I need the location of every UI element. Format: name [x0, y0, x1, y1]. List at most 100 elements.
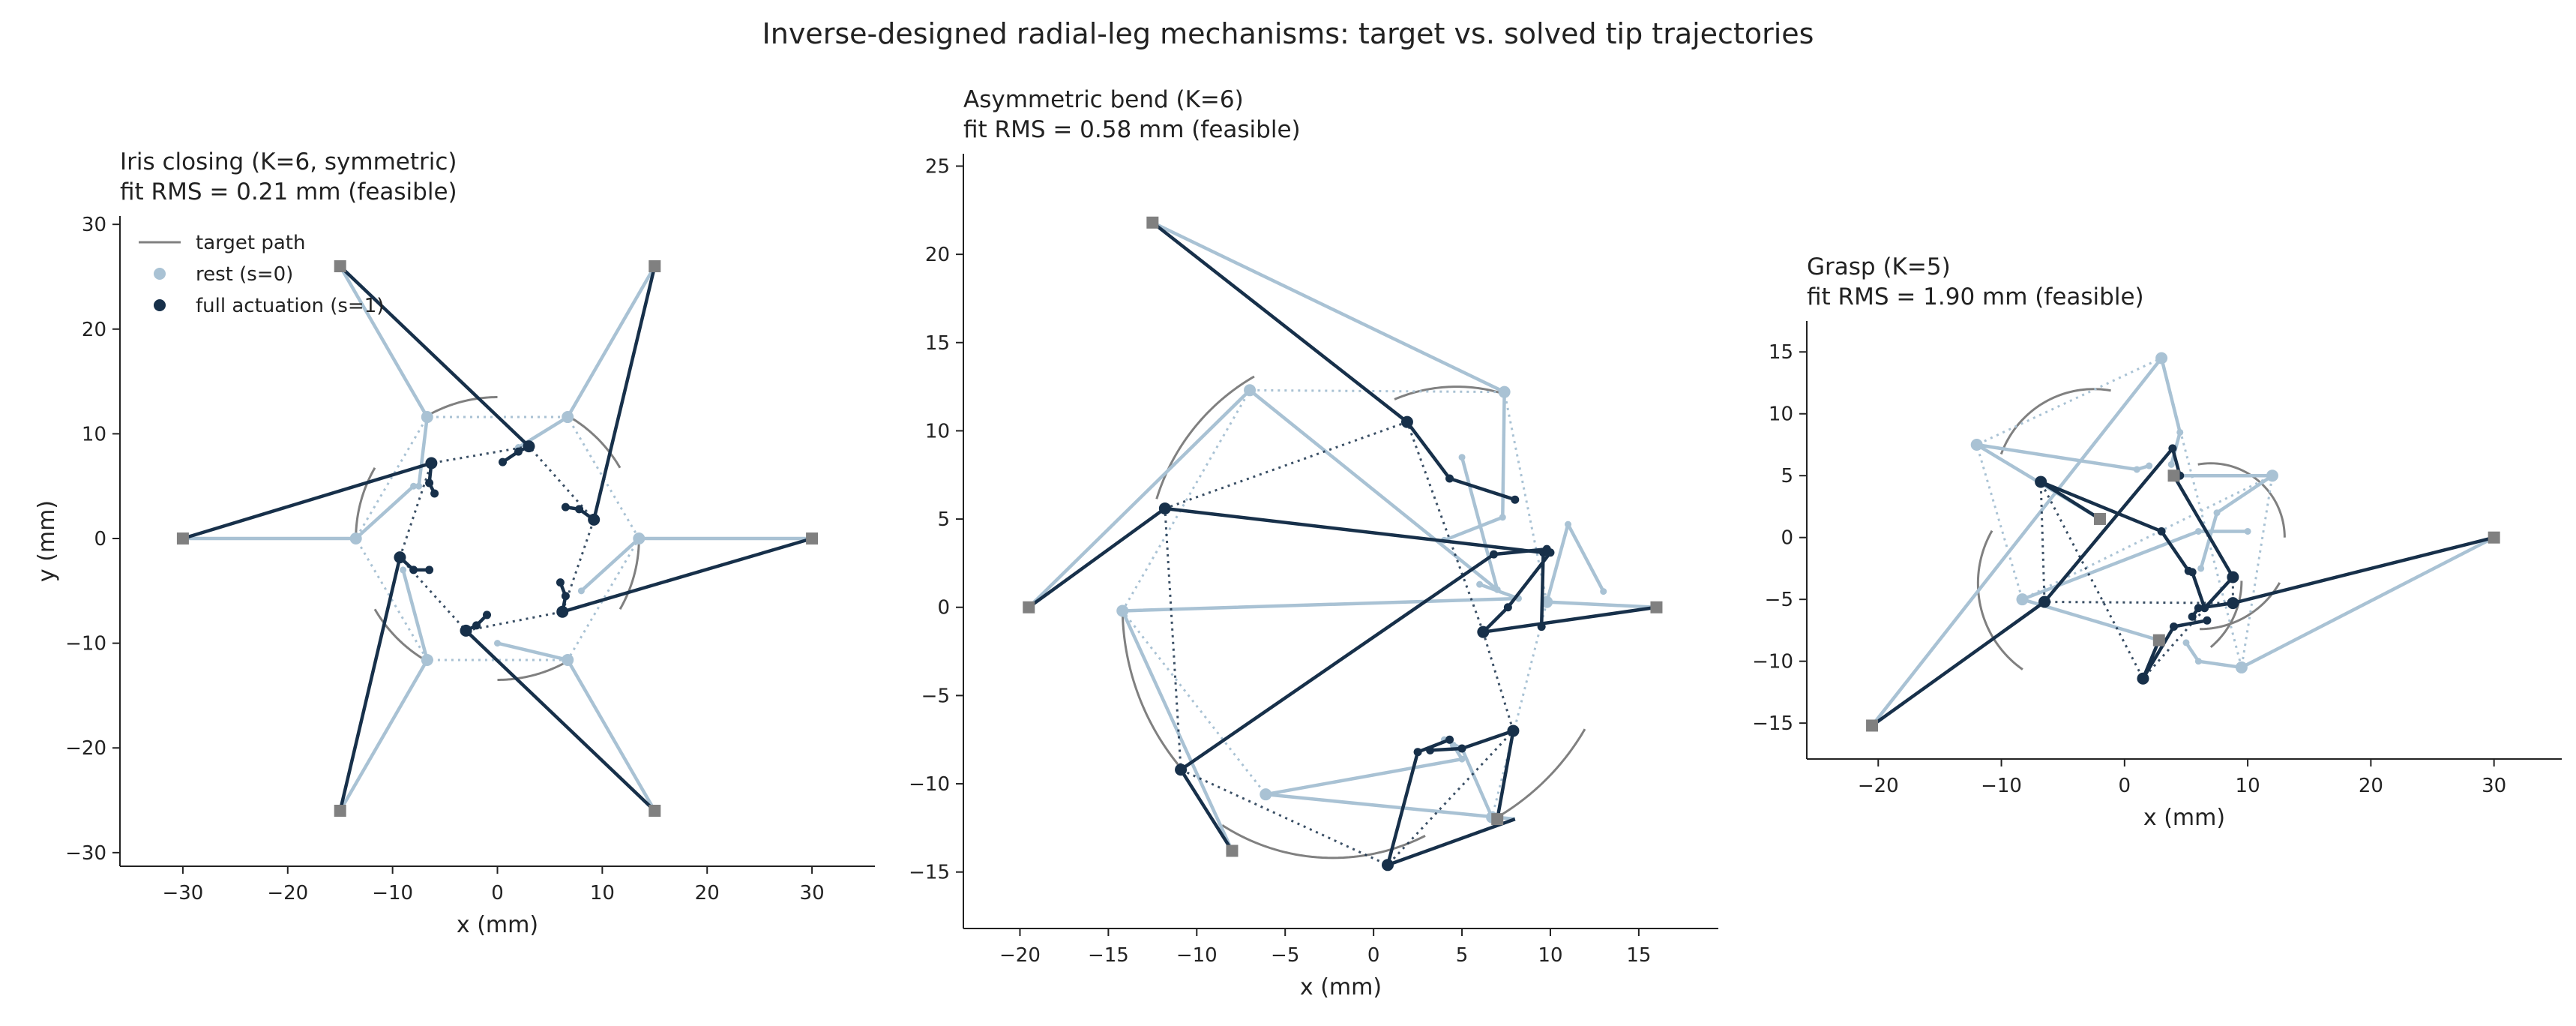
anchor-marker: [2152, 634, 2165, 646]
actuated-joint: [2170, 622, 2179, 631]
rest-joint: [2197, 565, 2205, 572]
rest-tip-point: [349, 532, 362, 545]
target-path-arc: [1155, 375, 1255, 500]
target-path-arc: [1394, 386, 1504, 400]
panel-3: Grasp (K=5) fit RMS = 1.90 mm (feasible) −…: [1752, 254, 2562, 831]
rest-leg: [1120, 583, 1520, 852]
actuated-leg: [338, 555, 430, 812]
rest-tip-point: [2235, 661, 2248, 674]
actuated-joint: [425, 566, 434, 574]
actuated-tip-point: [1381, 859, 1394, 872]
target-path-arc: [619, 538, 640, 610]
x-axis-label: x (mm): [457, 912, 538, 938]
rest-joint: [415, 482, 423, 490]
y-tick-label: −30: [65, 842, 106, 865]
rest-tip-point: [633, 532, 645, 545]
y-tick-label: 25: [925, 155, 950, 178]
actuated-tip-point: [523, 440, 535, 453]
anchor-marker: [334, 805, 346, 818]
x-tick-label: −30: [162, 882, 203, 904]
anchor-marker: [648, 805, 661, 818]
y-tick-label: −10: [65, 633, 106, 656]
actuated-joint: [1511, 495, 1520, 504]
rest-tip-point: [2266, 470, 2278, 482]
x-axis-label: x (mm): [2143, 805, 2225, 831]
anchor-marker: [1146, 216, 1159, 229]
actuated-tip-point: [2227, 597, 2239, 610]
y-tick-label: 20: [82, 319, 106, 341]
actuated-joint: [409, 566, 418, 574]
rest-joint: [1458, 454, 1466, 461]
actuated-leg: [1027, 506, 1545, 627]
rest-joint: [410, 482, 418, 490]
rest-joint: [1499, 514, 1506, 521]
target-path-arc: [2200, 582, 2281, 631]
target-path-arc: [568, 415, 622, 469]
actuated-joint: [561, 592, 570, 601]
actuated-tip-point: [1507, 724, 1520, 737]
actuated-joint: [1489, 550, 1498, 559]
x-tick-label: 20: [695, 882, 720, 904]
actuated-joint: [1445, 735, 1454, 744]
actuated-tip-point: [588, 513, 601, 526]
rest-tip-polygon: [354, 416, 641, 662]
rest-joint: [1600, 588, 1607, 596]
actuated-joint: [2188, 568, 2197, 577]
plot-area: [1866, 352, 2500, 732]
anchor-marker: [1650, 601, 1663, 614]
rest-leg: [1544, 522, 1657, 609]
rest-joint: [1565, 520, 1572, 528]
actuated-joint: [430, 489, 439, 498]
rest-leg: [338, 569, 430, 812]
actuated-leg: [1151, 220, 1516, 502]
x-tick-label: −20: [267, 882, 308, 904]
actuated-joint: [1445, 474, 1454, 483]
actuated-joint: [2188, 612, 2197, 621]
legend-label: target path: [196, 232, 305, 254]
plot-area: [1023, 216, 1663, 872]
y-tick-label: −15: [909, 862, 950, 884]
y-tick-label: 20: [925, 244, 950, 266]
target-path-arc: [2209, 580, 2243, 649]
rest-tip-point: [2155, 352, 2168, 364]
legend-dot-icon: [154, 268, 166, 280]
actuated-joint: [2168, 444, 2177, 453]
panel-subtitle: fit RMS = 0.58 mm (feasible): [963, 116, 1301, 143]
rest-leg: [1027, 388, 1499, 609]
target-path-arc: [1999, 388, 2111, 455]
rest-joint: [2167, 460, 2175, 468]
y-tick-label: 0: [1781, 527, 1793, 550]
actuated-leg: [1481, 551, 1657, 634]
anchor-marker: [806, 532, 819, 545]
actuated-leg: [1871, 446, 2182, 728]
y-tick-label: −5: [1765, 589, 1793, 611]
anchor-marker: [176, 532, 189, 545]
target-path-arc: [1121, 607, 1182, 770]
x-tick-label: −5: [1271, 944, 1299, 967]
actuated-leg: [565, 266, 657, 522]
actuated-joint: [483, 610, 492, 620]
rest-tip-point: [562, 411, 574, 424]
y-tick-label: 10: [82, 423, 106, 446]
rest-joint: [2133, 466, 2140, 473]
x-tick-label: 20: [2359, 775, 2383, 797]
panel-subtitle: fit RMS = 0.21 mm (feasible): [120, 178, 457, 206]
rest-tip-point: [562, 653, 574, 666]
x-tick-label: 0: [2119, 775, 2131, 797]
actuated-tip-point: [2035, 476, 2047, 488]
y-tick-label: 5: [937, 508, 950, 531]
anchor-marker: [1226, 844, 1239, 857]
x-tick-label: −10: [372, 882, 413, 904]
x-tick-label: 0: [491, 882, 504, 904]
y-tick-label: −15: [1752, 712, 1793, 735]
actuated-leg: [2172, 475, 2235, 610]
legend-dot-icon: [154, 299, 166, 311]
y-tick-label: 15: [925, 332, 950, 355]
rest-joint: [494, 640, 501, 647]
actuated-joint: [2157, 526, 2166, 536]
legend-label: full actuation (s=1): [196, 295, 384, 317]
y-tick-label: 10: [1769, 404, 1793, 426]
rest-joint: [2213, 509, 2221, 517]
anchor-marker: [648, 260, 661, 273]
